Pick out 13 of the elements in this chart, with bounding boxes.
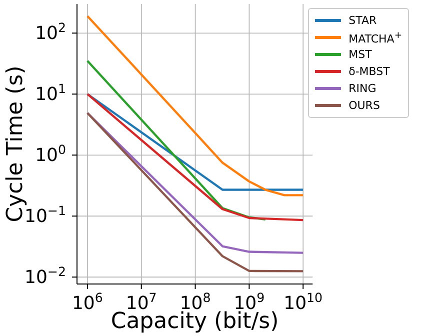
y-tick-label: 10$^{2}$ — [35, 20, 66, 44]
y-tick-label: 10$^{1}$ — [35, 80, 66, 106]
legend-label: RING — [348, 82, 376, 95]
legend-label: MATCHA$^{+}$ — [348, 30, 402, 46]
x-tick-label: 10$^{10}$ — [284, 290, 323, 314]
legend-label: STAR — [348, 14, 377, 27]
legend-label: δ-MBST — [348, 65, 390, 78]
y-tick-label: 10$^{−2}$ — [24, 264, 66, 288]
x-tick-label: 10$^{6}$ — [72, 290, 103, 314]
y-tick-label: 10$^{0}$ — [35, 142, 66, 166]
legend-label: MST — [348, 48, 372, 61]
legend-label: OURS — [348, 99, 380, 112]
y-axis-title: Cycle Time (s) — [2, 66, 28, 222]
